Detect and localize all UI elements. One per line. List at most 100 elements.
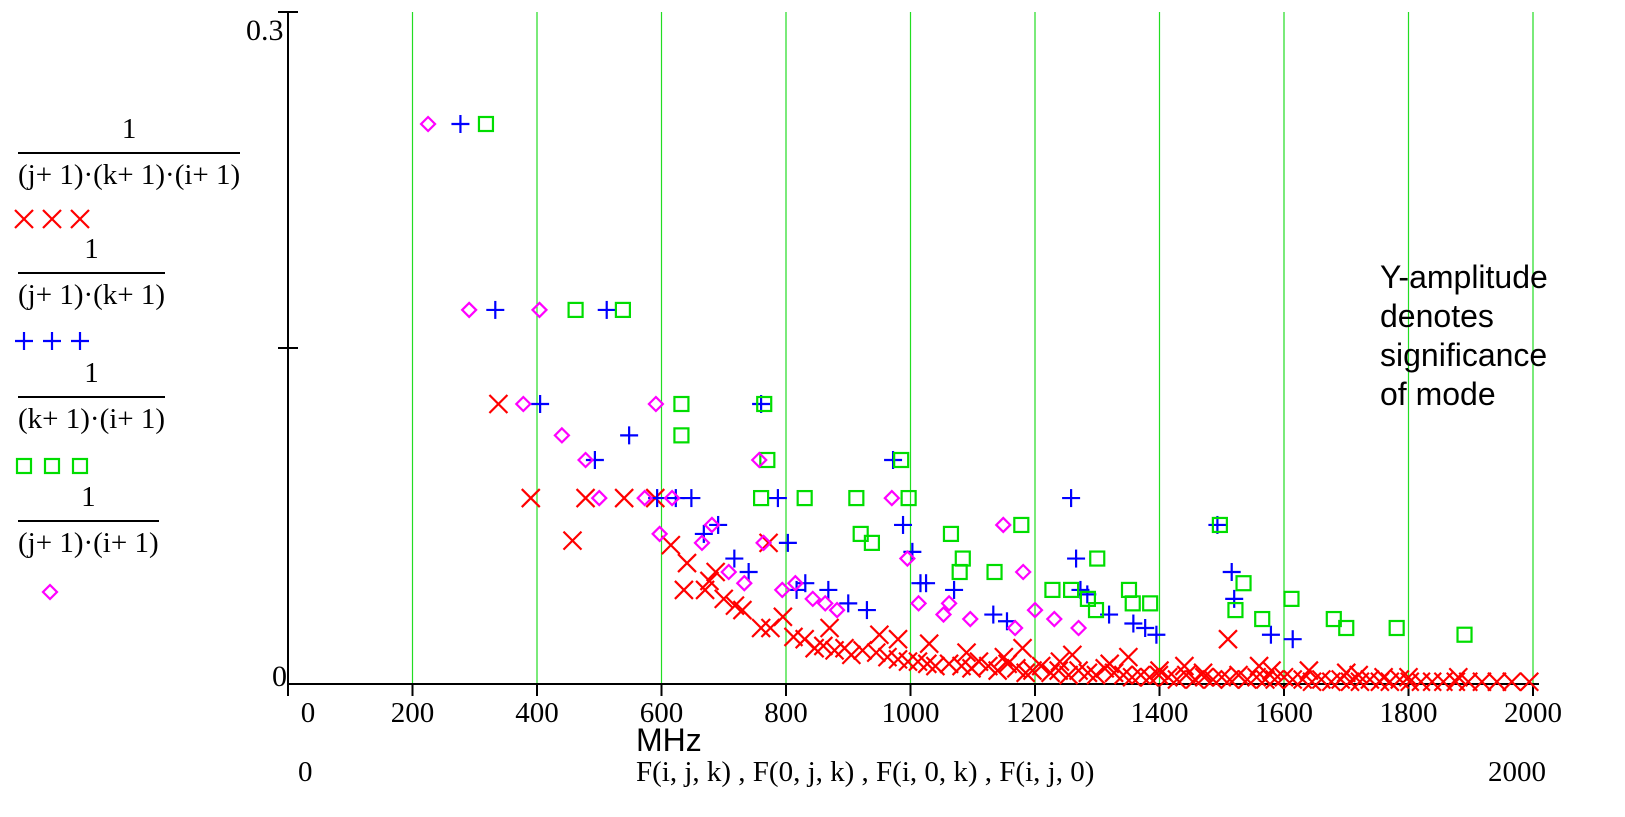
diamond-marker (1014, 563, 1032, 581)
diamond-marker (898, 550, 916, 568)
plus-marker (1067, 549, 1086, 568)
x-marker (987, 660, 1008, 681)
square-marker (614, 301, 632, 319)
x-marker (699, 571, 720, 591)
series-3-points (477, 115, 1473, 643)
x-tick-label: 1200 (1006, 697, 1064, 729)
vertical-grid-lines (411, 12, 1534, 684)
x-marker (1373, 667, 1394, 688)
series-3-denominator: (k+ 1)·(i+ 1) (18, 403, 166, 435)
plus-marker (778, 533, 797, 552)
x-tick-label: 200 (391, 697, 435, 729)
x-tick-label: 800 (764, 697, 808, 729)
x-marker (70, 209, 90, 229)
x-marker (994, 647, 1014, 667)
square-marker (1044, 581, 1061, 599)
square-marker (1142, 595, 1159, 612)
x-marker (956, 642, 977, 663)
diamond-marker (786, 574, 804, 592)
square-marker (951, 563, 968, 581)
diamond-marker (804, 590, 822, 608)
x-marker (898, 651, 918, 672)
plus-marker (839, 594, 858, 613)
diamond-marker (1006, 619, 1024, 637)
series-2-denominator: (j+ 1)·(k+ 1) (18, 279, 166, 311)
annotation-line: denotes (1380, 298, 1494, 334)
square-marker (852, 525, 869, 543)
diamond-marker (816, 594, 834, 612)
square-marker (1124, 595, 1141, 612)
x-marker (773, 607, 793, 627)
x-marker (1050, 651, 1070, 672)
x-marker (1048, 660, 1069, 681)
square-marker (1211, 516, 1228, 534)
diamond-marker (647, 395, 665, 413)
x-marker (1502, 671, 1522, 692)
x-marker (813, 636, 834, 656)
plus-marker (694, 524, 713, 543)
diamond-marker (419, 115, 437, 133)
plus-marker (486, 300, 505, 319)
x-marker (1062, 645, 1083, 665)
annotation-line: significance (1380, 337, 1548, 373)
square-marker (848, 489, 865, 507)
square-marker (942, 525, 960, 543)
square-marker (71, 457, 89, 475)
x-tick-label: 1600 (1255, 697, 1313, 729)
x-tick-label: 1400 (1131, 697, 1189, 729)
x-marker (1031, 656, 1052, 676)
annotation-line: of mode (1380, 376, 1496, 412)
square-marker (796, 489, 813, 507)
x-marker (1282, 669, 1303, 690)
square-marker (1089, 550, 1106, 567)
diamond-marker (750, 451, 768, 469)
x-marker (1299, 660, 1319, 681)
diamond-marker (514, 395, 532, 413)
series-1-expression: 1 (j+ 1)·(k+ 1)·(i+ 1) (18, 112, 241, 192)
x-marker (1458, 671, 1479, 692)
square-marker (1013, 516, 1030, 534)
x-marker (732, 600, 753, 620)
plus-marker (666, 489, 685, 508)
x-marker (888, 629, 908, 649)
x-marker (677, 553, 697, 573)
x-marker (919, 633, 939, 654)
series-4-points (419, 115, 1088, 637)
x-marker (866, 642, 887, 663)
square-marker (954, 550, 971, 567)
square-marker (986, 563, 1003, 581)
plus-marker (725, 549, 744, 568)
x-marker (520, 488, 541, 508)
x-marker (1336, 663, 1357, 683)
series-4-legend-markers (41, 583, 59, 601)
square-marker (1338, 619, 1355, 637)
x-marker (1058, 665, 1079, 685)
diamond-marker (735, 574, 753, 592)
series-1-legend-markers (14, 209, 90, 229)
square-marker (1063, 581, 1080, 599)
square-marker (893, 451, 910, 469)
x-marker (575, 488, 596, 508)
diamond-marker (576, 451, 595, 469)
square-marker (15, 457, 33, 475)
diamond-marker (693, 534, 711, 552)
x-marker (14, 209, 34, 229)
x-marker (674, 580, 694, 600)
series-4-numerator: 1 (81, 481, 96, 513)
plus-marker (1225, 589, 1244, 608)
x-marker (713, 589, 734, 609)
x-marker (1398, 667, 1419, 688)
diamond-marker (910, 594, 928, 612)
square-marker (1388, 619, 1405, 637)
plus-marker (1124, 614, 1143, 633)
x-tick-label: 1800 (1380, 697, 1438, 729)
diamond-marker (651, 525, 669, 543)
x-marker (705, 562, 726, 582)
plus-marker (71, 332, 89, 350)
plus-marker (531, 395, 550, 413)
series-1-numerator: 1 (121, 113, 137, 145)
plus-marker (620, 426, 639, 445)
x-tick-label: 0 (301, 697, 316, 729)
square-marker (567, 301, 584, 319)
